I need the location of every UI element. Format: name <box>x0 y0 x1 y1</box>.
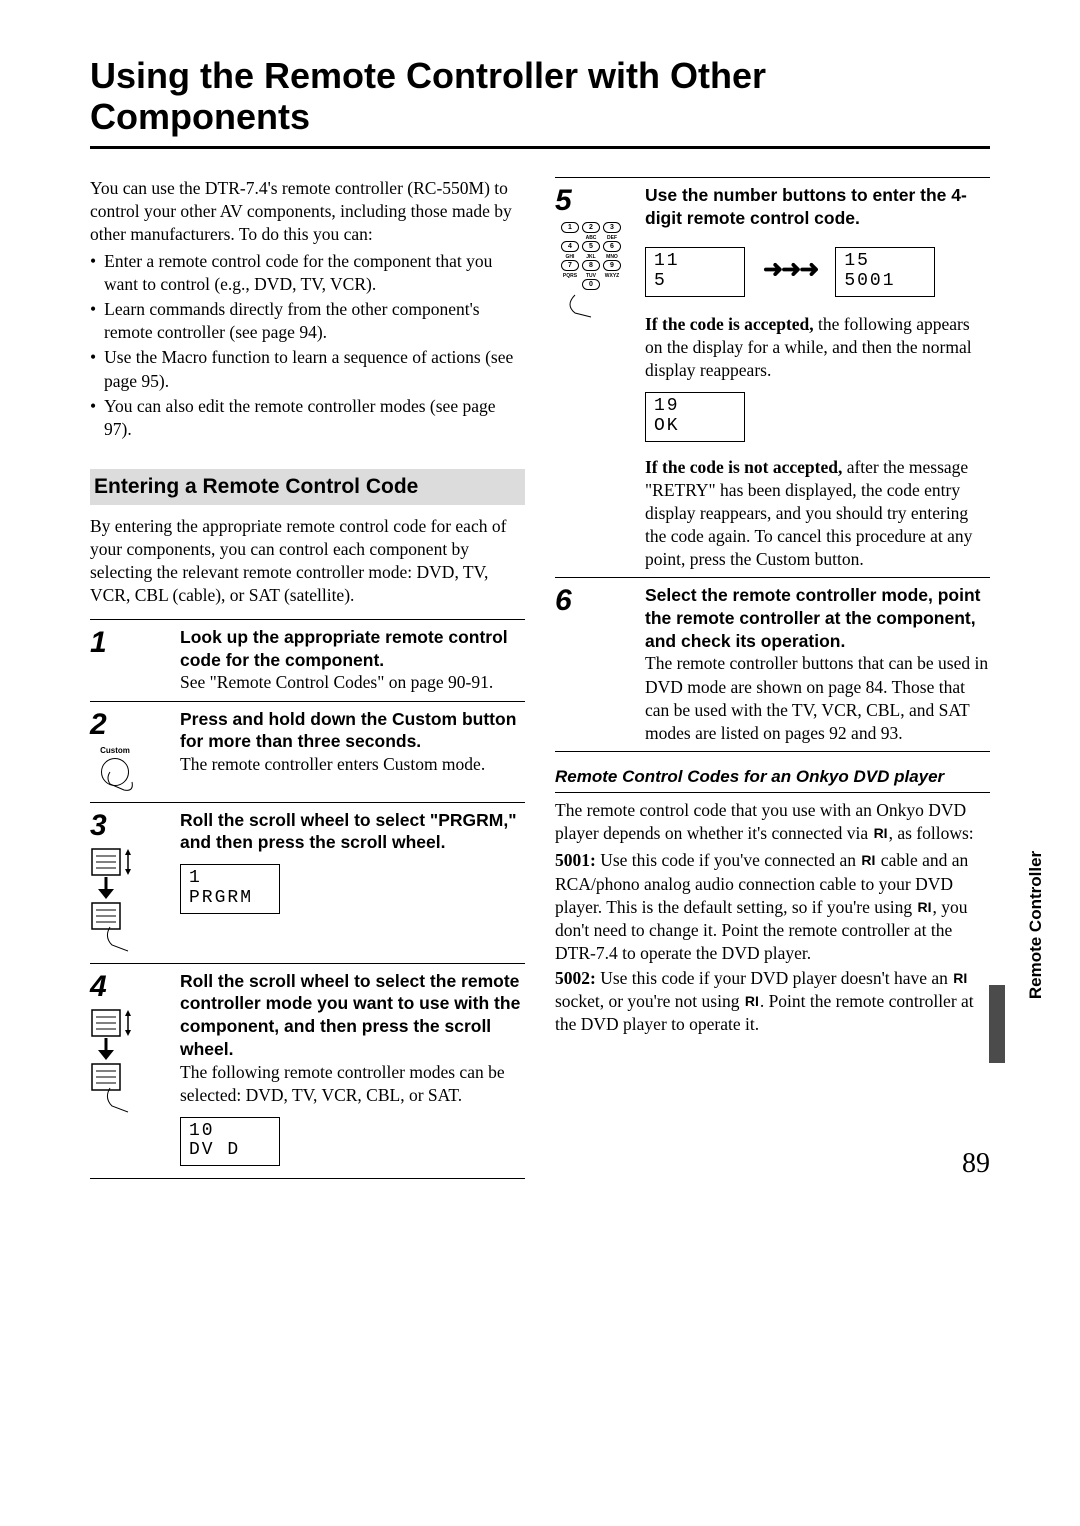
side-tab: Remote Controller <box>981 795 1005 1065</box>
intro-paragraph: You can use the DTR-7.4's remote control… <box>90 177 525 246</box>
remote-display: 10 DV D <box>180 1117 280 1167</box>
keypad-key: 0 <box>582 279 600 290</box>
display-line: 11 <box>654 252 736 272</box>
remote-display: 11 5 <box>645 247 745 297</box>
step-number: 3 <box>90 811 180 841</box>
step-instruction: Roll the scroll wheel to select the remo… <box>180 970 525 1061</box>
side-tab-marker <box>989 985 1005 1063</box>
step-4: 4 <box>90 970 525 1173</box>
emphasis: If the code is accepted, <box>645 314 814 334</box>
arrow-icon: ➜➜➜ <box>763 254 817 286</box>
ri-symbol-icon: RI <box>744 992 760 1010</box>
step-detail: If the code is accepted, the following a… <box>645 313 990 382</box>
display-line: 5 <box>654 272 736 292</box>
step-instruction: Look up the appropriate remote control c… <box>180 626 525 672</box>
divider <box>555 577 990 578</box>
step-number: 5 <box>555 186 645 216</box>
step-detail: The following remote controller modes ca… <box>180 1061 525 1107</box>
remote-display: 1 PRGRM <box>180 864 280 914</box>
divider <box>90 963 525 964</box>
manual-page: Using the Remote Controller with Other C… <box>0 0 1080 1225</box>
page-number: 89 <box>962 1148 990 1180</box>
keypad-key: 7 <box>561 260 579 271</box>
icon-label: Custom <box>90 746 140 757</box>
step-detail: See "Remote Control Codes" on page 90-91… <box>180 671 525 694</box>
list-item: Learn commands directly from the other c… <box>104 298 525 344</box>
divider <box>90 619 525 620</box>
step-detail: The remote controller buttons that can b… <box>645 652 990 744</box>
page-title: Using the Remote Controller with Other C… <box>90 55 990 138</box>
emphasis: If the code is not accepted, <box>645 457 842 477</box>
section-heading: Entering a Remote Control Code <box>90 469 525 505</box>
display-line: 10 <box>189 1122 271 1142</box>
display-sequence: 11 5 ➜➜➜ 15 5001 <box>645 237 990 303</box>
scroll-wheel-icon <box>90 847 150 957</box>
step-instruction: Select the remote controller mode, point… <box>645 584 990 652</box>
scroll-wheel-icon <box>90 1008 150 1118</box>
divider <box>555 792 990 793</box>
step-instruction: Press and hold down the Custom button fo… <box>180 708 525 754</box>
display-line: 5001 <box>844 272 926 292</box>
keypad-key: 9 <box>603 260 621 271</box>
step-number: 6 <box>555 586 645 616</box>
step-number: 4 <box>90 972 180 1002</box>
display-line: PRGRM <box>189 889 271 909</box>
ri-symbol-icon: RI <box>873 824 889 842</box>
code-label: 5002: <box>555 968 596 988</box>
keypad-key: 4 <box>561 241 579 252</box>
step-1: 1 Look up the appropriate remote control… <box>90 626 525 695</box>
display-line: OK <box>654 417 736 437</box>
ri-symbol-icon: RI <box>917 898 933 916</box>
step-6: 6 Select the remote controller mode, poi… <box>555 584 990 745</box>
step-2: 2 Custom Press and hold down the Custom … <box>90 708 525 796</box>
side-tab-label: Remote Controller <box>1026 851 1046 999</box>
keypad-key: 1 <box>561 222 579 233</box>
step-instruction: Roll the scroll wheel to select "PRGRM,"… <box>180 809 525 855</box>
step-number: 1 <box>90 628 180 658</box>
display-line: 19 <box>654 397 736 417</box>
remote-display: 19 OK <box>645 392 745 442</box>
divider <box>555 751 990 752</box>
list-item: Use the Macro function to learn a sequen… <box>104 346 525 392</box>
subsection-intro: The remote control code that you use wit… <box>555 799 990 845</box>
code-label: 5001: <box>555 850 596 870</box>
divider <box>555 177 990 178</box>
keypad-key: 3 <box>603 222 621 233</box>
list-item: You can also edit the remote controller … <box>104 395 525 441</box>
step-5: 5 1 2 3 ABCDEF 4 5 6 GHIJKLMN <box>555 184 990 571</box>
ri-symbol-icon: RI <box>860 851 876 869</box>
right-column: 5 1 2 3 ABCDEF 4 5 6 GHIJKLMN <box>555 177 990 1186</box>
keypad-key: 8 <box>582 260 600 271</box>
intro-bullet-list: Enter a remote control code for the comp… <box>90 250 525 441</box>
step-3: 3 <box>90 809 525 957</box>
keypad-key: 6 <box>603 241 621 252</box>
subsection-heading: Remote Control Codes for an Onkyo DVD pl… <box>555 766 990 788</box>
code-5001-paragraph: 5001: Use this code if you've connected … <box>555 849 990 964</box>
step-number: 2 <box>90 710 180 740</box>
title-rule <box>90 146 990 149</box>
display-line: 1 <box>189 869 271 889</box>
step-detail: The remote controller enters Custom mode… <box>180 753 525 776</box>
section-body: By entering the appropriate remote contr… <box>90 515 525 607</box>
display-line: 15 <box>844 252 926 272</box>
code-5002-paragraph: 5002: Use this code if your DVD player d… <box>555 967 990 1036</box>
ri-symbol-icon: RI <box>952 969 968 987</box>
keypad-key: 2 <box>582 222 600 233</box>
keypad-key: 5 <box>582 241 600 252</box>
step-detail: If the code is not accepted, after the m… <box>645 456 990 571</box>
custom-button-icon: Custom <box>90 746 140 796</box>
divider <box>90 701 525 702</box>
divider <box>90 802 525 803</box>
remote-display: 15 5001 <box>835 247 935 297</box>
divider <box>90 1178 525 1179</box>
two-column-layout: You can use the DTR-7.4's remote control… <box>90 177 990 1186</box>
number-keypad-icon: 1 2 3 ABCDEF 4 5 6 GHIJKLMNO 7 <box>555 222 627 321</box>
list-item: Enter a remote control code for the comp… <box>104 250 525 296</box>
left-column: You can use the DTR-7.4's remote control… <box>90 177 525 1186</box>
step-instruction: Use the number buttons to enter the 4-di… <box>645 184 990 230</box>
display-line: DV D <box>189 1141 271 1161</box>
